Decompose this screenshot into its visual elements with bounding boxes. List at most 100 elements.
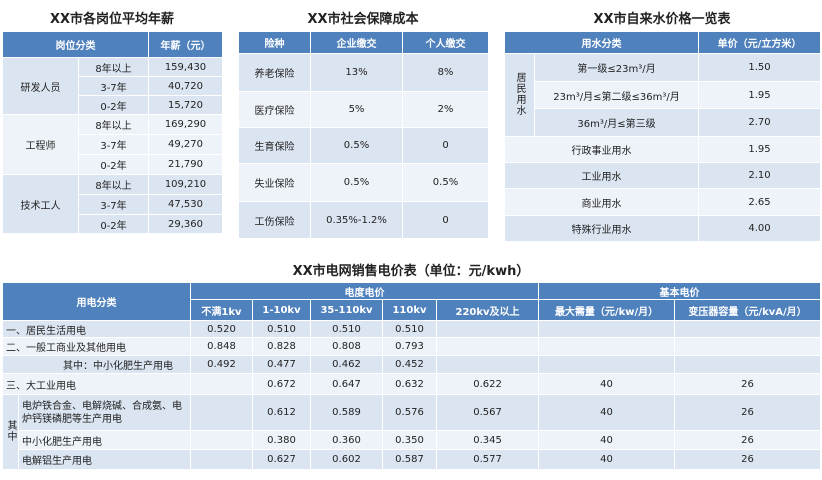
salary-cell: 29,360 (148, 214, 223, 234)
power-cell: 0.510 (252, 320, 311, 338)
power-cell (190, 449, 253, 470)
water-cell: 第一级≤23m³/月 (534, 53, 699, 82)
power-cell: 0.647 (310, 373, 383, 395)
power-row-label: 其中：中小化肥生产用电 (2, 355, 191, 374)
salary-cell: 3-7年 (78, 134, 149, 155)
social-cell: 0.5% (310, 163, 403, 202)
social-cell: 0.5% (310, 127, 403, 164)
water-header-price: 单价（元/立方米） (698, 31, 821, 54)
power-cell: 0.848 (190, 337, 253, 356)
power-cell: 0.828 (252, 337, 311, 356)
power-cell (190, 394, 253, 431)
salary-cell: 109,210 (148, 174, 223, 195)
power-cell: 40 (538, 449, 676, 470)
salary-group-label: 工程师 (2, 114, 79, 175)
water-cell: 36m³/月≤第三级 (534, 108, 699, 137)
power-cell: 0.492 (190, 355, 253, 374)
social-cell: 生育保险 (238, 127, 311, 164)
social-table: 险种 企业缴交 个人缴交 养老保险 13% 8% 医疗保险 5% 2% 生育保险… (238, 31, 489, 239)
salary-table: 岗位分类 年薪（元） 研发人员 8年以上 159,430 3-7年 40,720… (2, 31, 223, 234)
power-cell: 0.808 (310, 337, 383, 356)
salary-cell: 0-2年 (78, 214, 149, 234)
power-cell (435, 337, 540, 356)
social-header-personal: 个人缴交 (402, 31, 489, 54)
water-title: XX市自来水价格一览表 (593, 12, 731, 27)
power-cell: 0.577 (435, 449, 540, 470)
power-subheader: 最大需量（元/kw/月） (538, 299, 676, 321)
social-cell: 0.5% (402, 163, 489, 202)
power-cell (435, 355, 540, 374)
power-cell: 0.380 (252, 430, 311, 450)
social-cell: 13% (310, 53, 403, 92)
power-subheader: 1-10kv (252, 299, 311, 321)
social-cell: 0.35%-1.2% (310, 201, 403, 239)
power-header-basic: 基本电价 (538, 282, 822, 300)
power-cell: 0.567 (435, 394, 540, 431)
social-title: XX市社会保障成本 (307, 12, 419, 27)
salary-title: XX市各岗位平均年薪 (49, 12, 175, 27)
power-cell: 0.360 (310, 430, 383, 450)
power-cell: 26 (674, 394, 822, 431)
power-cell: 0.520 (190, 320, 253, 338)
power-cell: 0.622 (435, 373, 540, 395)
salary-cell: 15,720 (148, 95, 223, 115)
water-cell: 2.10 (698, 162, 821, 189)
power-subheader: 35-110kv (310, 299, 383, 321)
salary-cell: 49,270 (148, 134, 223, 155)
power-cell: 0.510 (382, 320, 437, 338)
salary-header-amount: 年薪（元） (148, 31, 223, 58)
power-sub-label-text: 其中 (5, 419, 16, 442)
social-cell: 8% (402, 53, 489, 92)
power-subheader: 不满1kv (190, 299, 253, 321)
water-cell: 1.95 (698, 136, 821, 163)
salary-cell: 40,720 (148, 76, 223, 96)
water-cell: 商业用水 (504, 188, 699, 216)
power-cell (538, 355, 676, 374)
power-cell: 40 (538, 373, 676, 395)
water-resident-label-text: 居民用水 (514, 71, 525, 116)
salary-cell: 47,530 (148, 194, 223, 215)
power-cell: 0.589 (310, 394, 383, 431)
power-cell: 40 (538, 394, 676, 431)
power-cell: 0.587 (382, 449, 437, 470)
social-cell: 失业保险 (238, 163, 311, 202)
social-cell: 0 (402, 127, 489, 164)
social-header-company: 企业缴交 (310, 31, 403, 54)
power-cell: 0.345 (435, 430, 540, 450)
power-row-label: 电炉铁合金、电解烧碱、合成氨、电炉钙镁磷肥等生产用电 (18, 394, 191, 431)
social-cell: 0 (402, 201, 489, 239)
social-cell: 2% (402, 91, 489, 128)
power-cell (538, 337, 676, 356)
power-row-label: 中小化肥生产用电 (18, 430, 191, 450)
power-cell: 0.672 (252, 373, 311, 395)
water-cell: 23m³/月≤第二级≤36m³/月 (534, 81, 699, 109)
water-cell: 1.50 (698, 53, 821, 82)
power-cell: 0.350 (382, 430, 437, 450)
water-cell: 特殊行业用水 (504, 215, 699, 242)
water-cell: 行政事业用水 (504, 136, 699, 163)
power-cell: 0.452 (382, 355, 437, 374)
salary-group-label: 技术工人 (2, 174, 79, 234)
water-cell: 工业用水 (504, 162, 699, 189)
power-cell: 0.576 (382, 394, 437, 431)
water-cell: 2.70 (698, 108, 821, 137)
salary-cell: 159,430 (148, 57, 223, 77)
water-cell: 4.00 (698, 215, 821, 242)
salary-cell: 8年以上 (78, 57, 149, 77)
water-cell: 2.65 (698, 188, 821, 216)
power-cell: 0.602 (310, 449, 383, 470)
power-cell: 0.632 (382, 373, 437, 395)
salary-cell: 8年以上 (78, 114, 149, 135)
salary-cell: 0-2年 (78, 154, 149, 175)
power-cell (674, 320, 822, 338)
power-row-label: 二、一般工商业及其他用电 (2, 337, 191, 356)
power-row-label: 一、居民生活用电 (2, 320, 191, 338)
water-resident-label: 居民用水 (504, 53, 535, 137)
power-subheader: 220kv及以上 (435, 299, 540, 321)
power-cell: 0.612 (252, 394, 311, 431)
salary-cell: 3-7年 (78, 194, 149, 215)
power-cell (674, 355, 822, 374)
power-cell (190, 430, 253, 450)
power-cell (190, 373, 253, 395)
power-cell (435, 320, 540, 338)
